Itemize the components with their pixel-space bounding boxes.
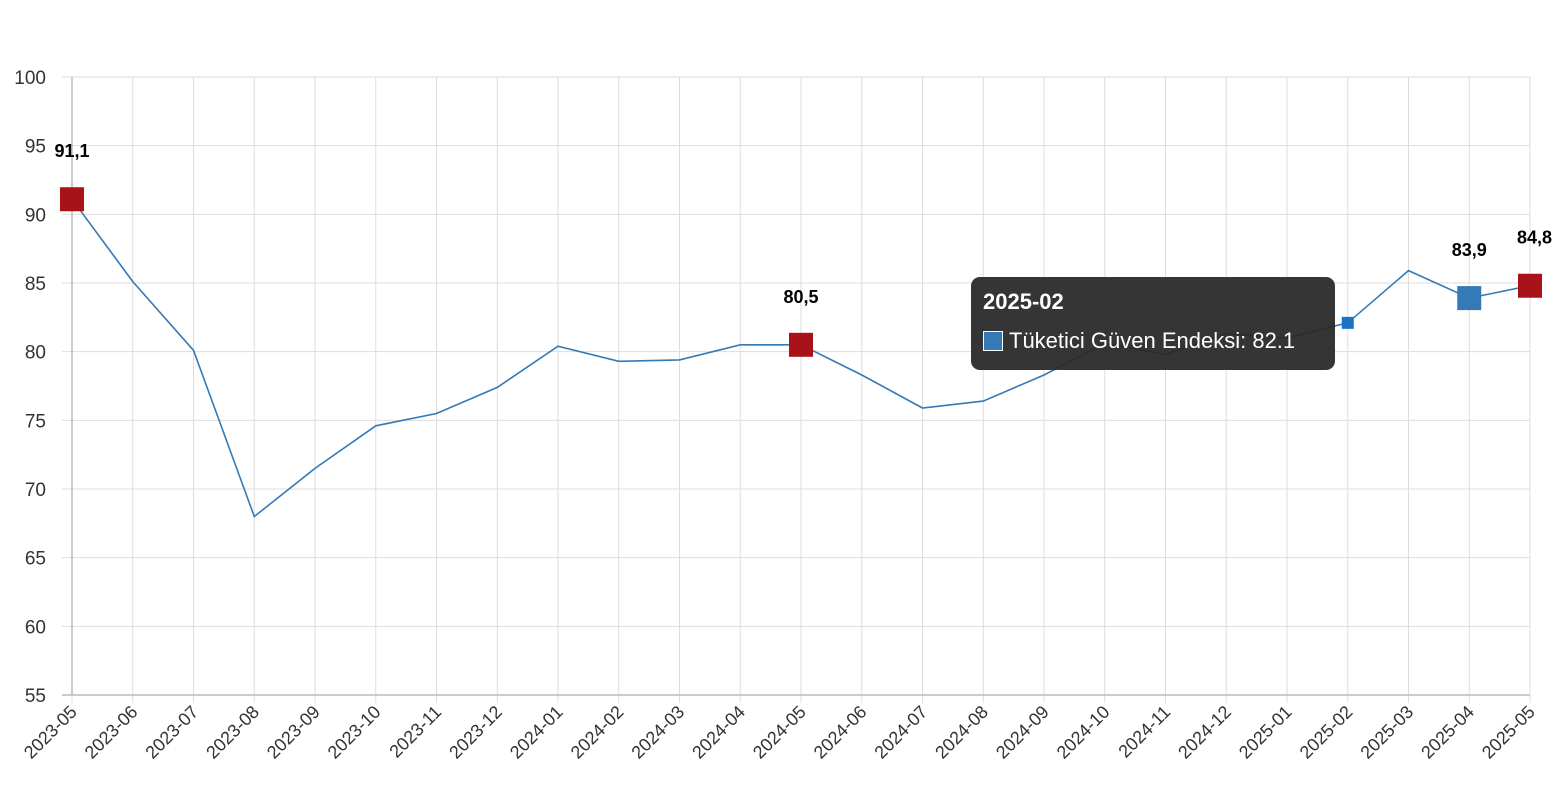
tooltip-title: 2025-02	[983, 289, 1064, 314]
x-tick-label: 2024-02	[567, 702, 628, 763]
y-tick-label: 90	[25, 205, 46, 226]
tooltip-series-value: Tüketici Güven Endeksi: 82.1	[1009, 328, 1296, 353]
x-tick-label: 2023-10	[324, 702, 385, 763]
hover-tooltip: 2025-02 Tüketici Güven Endeksi: 82.1	[971, 277, 1335, 370]
highlight-marker	[789, 332, 813, 357]
x-tick-label: 2024-10	[1053, 702, 1114, 763]
x-tick-label: 2024-06	[810, 702, 871, 763]
y-tick-label: 70	[25, 480, 46, 501]
data-label: 83,9	[1452, 240, 1487, 260]
x-tick-label: 2024-08	[931, 702, 992, 763]
data-label: 91,1	[54, 141, 89, 161]
x-tick-label: 2023-09	[263, 702, 324, 763]
x-tick-label: 2025-02	[1296, 702, 1357, 763]
x-tick-label: 2023-07	[141, 702, 202, 763]
x-tick-label: 2023-05	[20, 702, 81, 763]
x-tick-label: 2023-12	[445, 702, 506, 763]
highlight-marker	[1457, 286, 1482, 311]
hover-point-marker	[1341, 316, 1354, 329]
data-label: 80,5	[783, 287, 818, 307]
x-tick-label: 2025-01	[1235, 702, 1296, 763]
x-tick-label: 2025-05	[1478, 702, 1539, 763]
x-tick-label: 2024-09	[992, 702, 1053, 763]
y-tick-label: 55	[25, 686, 46, 707]
x-tick-label: 2023-11	[385, 702, 445, 762]
y-tick-label: 95	[25, 137, 46, 158]
highlight-marker	[60, 187, 84, 212]
y-tick-label: 85	[25, 274, 46, 295]
series-color-swatch	[983, 331, 1003, 351]
x-tick-label: 2024-11	[1114, 702, 1174, 762]
tooltip-series-row: Tüketici Güven Endeksi: 82.1	[983, 326, 1323, 356]
y-tick-label: 80	[25, 343, 46, 364]
highlight-marker	[1518, 273, 1542, 298]
x-tick-label: 2024-04	[688, 702, 749, 763]
y-tick-label: 100	[14, 68, 46, 89]
x-tick-label: 2024-07	[870, 702, 931, 763]
x-tick-label: 2025-03	[1356, 702, 1417, 763]
x-tick-label: 2024-03	[627, 702, 688, 763]
x-tick-label: 2025-04	[1417, 702, 1478, 763]
y-tick-label: 65	[25, 549, 46, 570]
x-tick-label: 2024-01	[506, 702, 567, 763]
x-tick-label: 2023-08	[202, 702, 263, 763]
x-tick-label: 2024-12	[1174, 702, 1235, 763]
x-tick-label: 2023-06	[81, 702, 142, 763]
x-tick-label: 2024-05	[749, 702, 810, 763]
y-tick-label: 60	[25, 617, 46, 638]
y-tick-label: 75	[25, 411, 46, 432]
data-label: 84,8	[1517, 228, 1552, 248]
